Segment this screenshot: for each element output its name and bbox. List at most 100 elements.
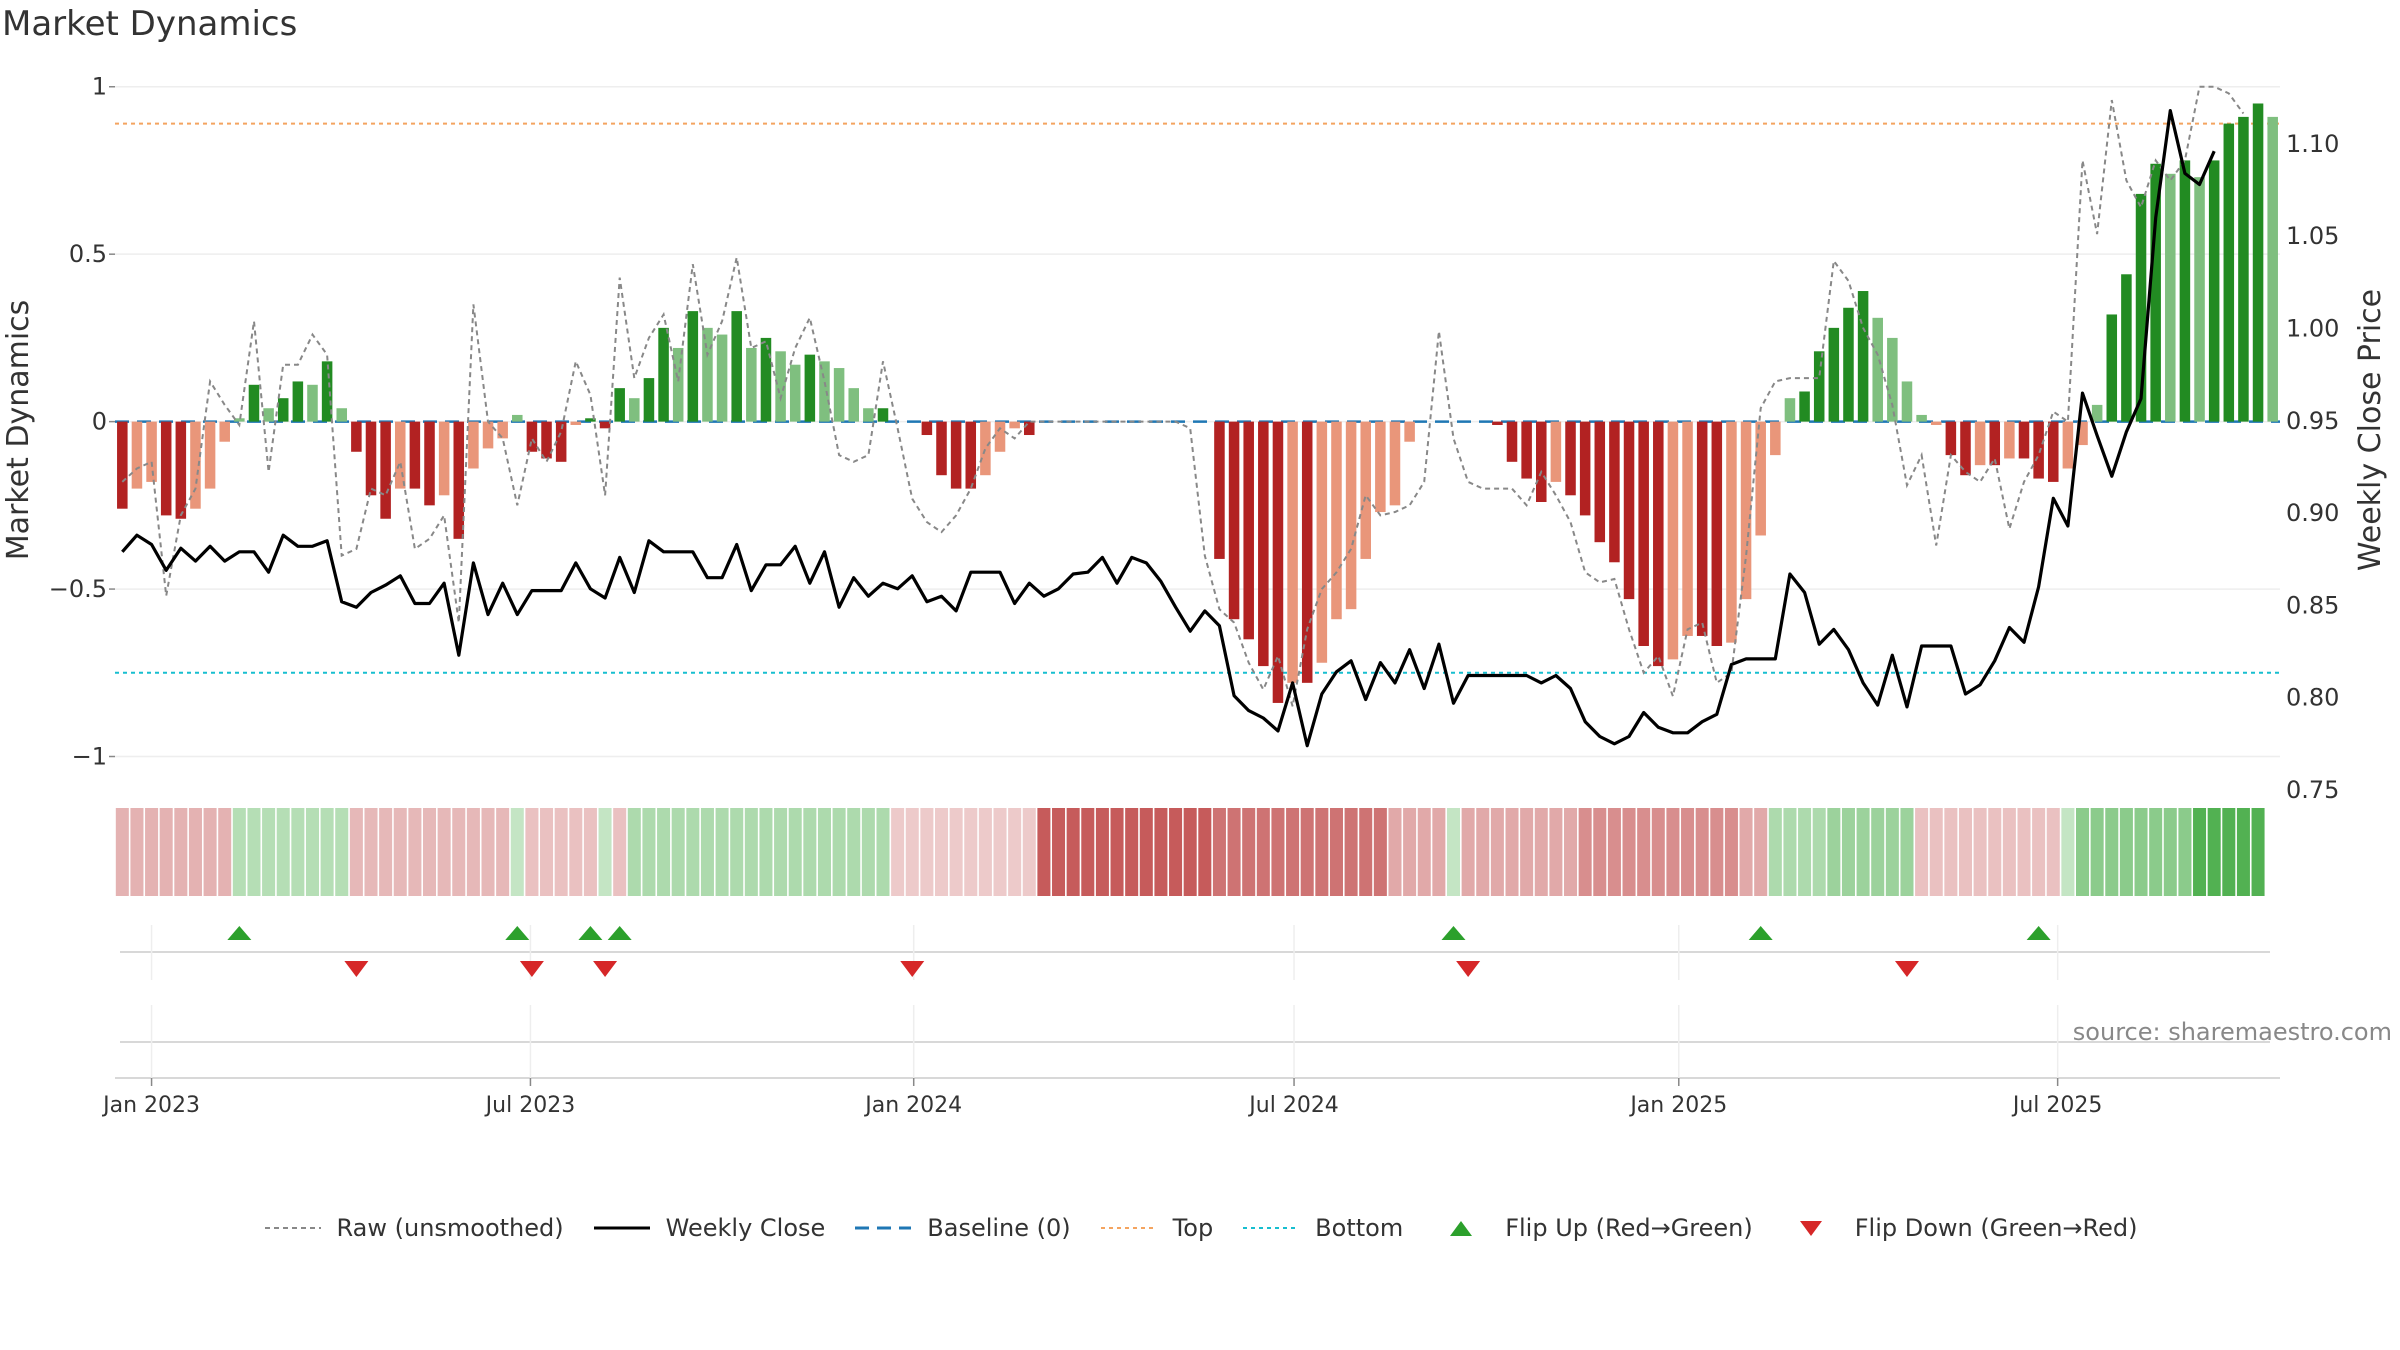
- regime-cell: [1505, 808, 1519, 896]
- momentum-bar: [424, 421, 435, 506]
- regime-cell: [174, 808, 188, 896]
- momentum-bar: [1316, 421, 1328, 663]
- regime-cell: [1944, 808, 1958, 896]
- momentum-bar: [1345, 421, 1357, 610]
- flip-up-marker: [1748, 926, 1773, 940]
- regime-cell: [335, 808, 349, 896]
- regime-cell: [1695, 808, 1709, 896]
- momentum-bar: [1901, 381, 1913, 422]
- momentum-bar: [833, 368, 845, 422]
- y-tick-label: 0.5: [69, 240, 107, 268]
- regime-cell: [1008, 808, 1022, 896]
- regime-cell: [1256, 808, 1270, 896]
- momentum-bar: [1857, 291, 1869, 422]
- regime-cell: [2236, 808, 2250, 896]
- y2-tick-label: 1.00: [2286, 314, 2339, 342]
- chart-title: Market Dynamics: [2, 4, 298, 44]
- momentum-bar: [380, 421, 391, 519]
- y-tick-label: 0: [92, 408, 107, 436]
- momentum-bar: [2179, 160, 2191, 422]
- regime-cell: [1081, 808, 1095, 896]
- legend-symbol-top: [1100, 1227, 1157, 1229]
- momentum-bar: [760, 337, 772, 422]
- y2-tick-label: 0.80: [2286, 684, 2339, 712]
- raw-line: [121, 85, 2245, 707]
- momentum-bar: [746, 347, 757, 422]
- regime-cell: [159, 808, 173, 896]
- momentum-bar: [2033, 421, 2044, 479]
- legend-item-close: Weekly Close: [592, 1214, 826, 1242]
- legend-label: Bottom: [1315, 1214, 1404, 1242]
- close-series: [121, 108, 2216, 748]
- legend-label: Flip Down (Green→Red): [1854, 1214, 2138, 1242]
- legend-item-flip-up: Flip Up (Red→Green): [1431, 1214, 1753, 1242]
- momentum-bar: [1872, 317, 1883, 422]
- regime-cell: [1827, 808, 1841, 896]
- regime-cell: [1037, 808, 1051, 896]
- regime-cell: [657, 808, 671, 896]
- regime-cell: [393, 808, 407, 896]
- momentum-bar: [1930, 421, 1942, 425]
- legend-symbol-bottom: [1243, 1227, 1300, 1229]
- momentum-bar: [2121, 274, 2132, 422]
- y2-tick-label: 0.75: [2286, 776, 2339, 804]
- momentum-bar: [994, 421, 1006, 452]
- momentum-bar: [629, 398, 640, 422]
- legend-label: Baseline (0): [927, 1214, 1071, 1242]
- momentum-bar: [175, 421, 187, 519]
- legend-label: Weekly Close: [665, 1214, 826, 1242]
- regime-cell: [1359, 808, 1373, 896]
- momentum-bar: [2223, 123, 2235, 422]
- momentum-bar: [1024, 421, 1035, 436]
- regime-cell: [1476, 808, 1490, 896]
- momentum-bar: [2194, 177, 2205, 422]
- regime-cell: [920, 808, 934, 896]
- momentum-bar: [2252, 103, 2264, 422]
- momentum-bar: [848, 388, 859, 422]
- momentum-bar: [409, 421, 421, 489]
- regime-cell: [1095, 808, 1109, 896]
- momentum-bar: [2018, 421, 2030, 459]
- momentum-bar: [277, 398, 289, 422]
- momentum-bar: [2106, 314, 2118, 422]
- regime-cell: [2193, 808, 2207, 896]
- momentum-bar: [526, 421, 538, 452]
- momentum-bar: [1828, 327, 1840, 422]
- regime-cell: [437, 808, 451, 896]
- regime-cell: [1988, 808, 2002, 896]
- regime-cell: [642, 808, 656, 896]
- regime-cell: [1198, 808, 1212, 896]
- regime-cell: [1227, 808, 1241, 896]
- regime-cell: [788, 808, 802, 896]
- momentum-bar: [1331, 421, 1342, 620]
- regime-cell: [1607, 808, 1621, 896]
- regime-cell: [1300, 808, 1314, 896]
- momentum-bar: [336, 408, 348, 422]
- momentum-bar: [1813, 351, 1825, 422]
- regime-cell: [1900, 808, 1914, 896]
- regime-cell: [1520, 808, 1534, 896]
- momentum-bar: [2208, 160, 2220, 422]
- regime-cell: [1958, 808, 1973, 896]
- date-tick-label: Jan 2024: [863, 1093, 962, 1118]
- regime-cell: [262, 808, 276, 896]
- flip-down-marker: [1456, 961, 1481, 977]
- regime-cell: [1666, 808, 1680, 896]
- regime-cell: [1286, 808, 1300, 896]
- regime-cell: [1724, 808, 1738, 896]
- momentum-bar: [1974, 421, 1986, 466]
- momentum-bar: [453, 421, 465, 539]
- regime-cell: [891, 808, 905, 896]
- regime-cell: [2222, 808, 2236, 896]
- legend-symbol-flip-down: [1799, 1221, 1822, 1236]
- momentum-bar: [1784, 398, 1796, 422]
- regime-cell: [1768, 808, 1782, 896]
- momentum-bar: [292, 381, 304, 422]
- momentum-bar: [512, 414, 523, 422]
- momentum-bar: [1755, 421, 1766, 536]
- momentum-bar: [1711, 421, 1723, 646]
- momentum-bar: [131, 421, 143, 489]
- momentum-bar: [1916, 414, 1927, 422]
- y2-axis-label: Weekly Close Price: [2353, 289, 2388, 571]
